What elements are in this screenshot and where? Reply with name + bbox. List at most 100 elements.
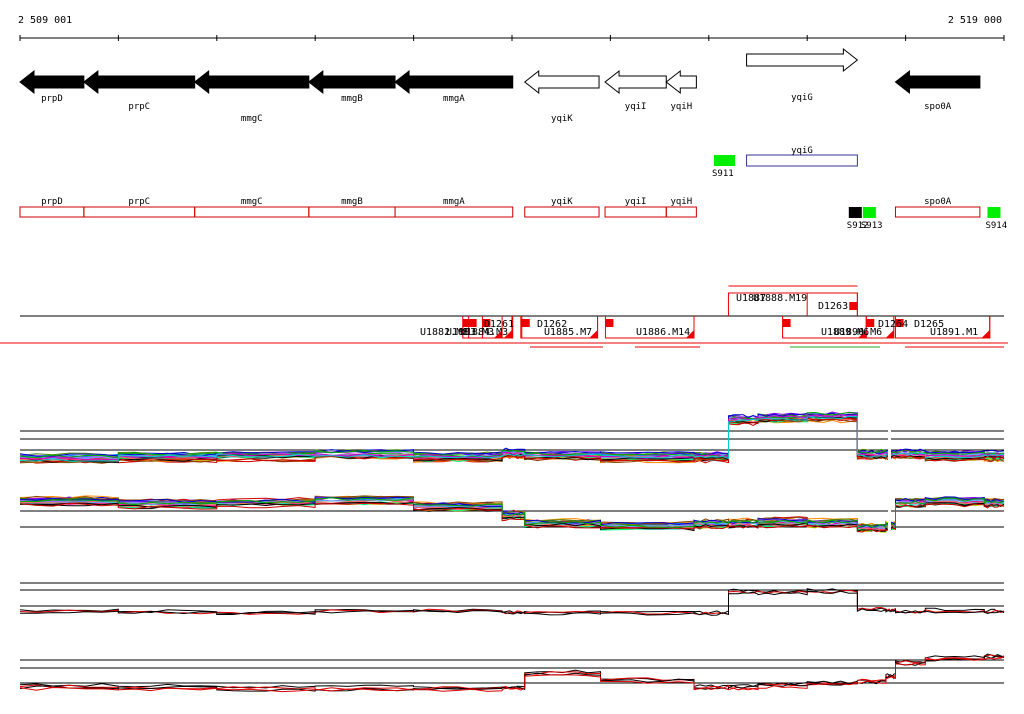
segment-label: U1890.M6: [834, 327, 882, 338]
coordinate-ruler: 2 509 001 2 519 000: [18, 15, 1005, 41]
annotation-box-mmgC: [194, 206, 310, 218]
segment-top-marker: [849, 302, 858, 310]
segment-label: U1889.M6: [821, 327, 869, 338]
highlight-gene-label: yqiG: [791, 146, 813, 156]
expression-trace: [19, 654, 1005, 691]
segment-label: D1261: [484, 319, 514, 330]
gene-arrow-yqiH: [665, 69, 697, 95]
annotation-label-mmgA: mmgA: [443, 197, 465, 207]
gene-arrow-yqiI: [604, 69, 667, 95]
gene-label-yqiI: yqiI: [625, 102, 647, 112]
segment-bottom-start-marker: [482, 319, 491, 327]
expression-panel-2: [19, 490, 1005, 533]
segment-label: D1263: [818, 301, 848, 312]
genes-track: prpD prpC mmgC mmgB mmgA yqiK yqiI yqiH yqiG spo0…: [19, 47, 981, 124]
annotation-box-mmgB: [308, 206, 396, 218]
panel-gap: [888, 490, 891, 530]
annotation-label-mmgB: mmgB: [341, 197, 363, 207]
annotation-label-yqiI: yqiI: [625, 197, 647, 207]
annotation-label-yqiK: yqiK: [551, 197, 573, 207]
segment-label: U1885.M7: [544, 327, 592, 338]
annotation-box-yqiI: [604, 206, 667, 218]
annotation-box-yqiK: [524, 206, 600, 218]
ruler-start-label: 2 509 001: [18, 15, 72, 26]
gene-label-yqiG: yqiG: [791, 93, 813, 103]
signal-label-S913: S913: [861, 221, 883, 231]
signal-marker-S913: [862, 207, 876, 218]
signal-label-S912: S912: [847, 221, 869, 231]
segment-bottom-marker: [885, 330, 894, 338]
annotation-boxes-track: prpD prpC mmgC mmgB mmgA yqiK yqiI yqiH spo0A: [19, 197, 981, 218]
segment-bottom-marker: [494, 330, 503, 338]
highlight-gene-box: [746, 154, 858, 167]
expression-trace: [19, 656, 1005, 693]
expression-trace: [19, 655, 1005, 692]
segment-bottom-start-marker: [462, 319, 471, 327]
ruler-ticks: [19, 35, 1005, 41]
expression-trace: [19, 412, 1005, 457]
expression-trace: [19, 415, 1004, 462]
segment-bottom-start-marker: [521, 319, 530, 327]
gene-arrow-mmgC: [193, 69, 310, 95]
expression-trace: [19, 589, 1005, 616]
segment-label: U1883.M3: [446, 327, 494, 338]
gene-arrow-prpD: [19, 69, 85, 95]
segment-bottom-start-marker: [782, 319, 791, 327]
expression-trace: [19, 501, 1005, 532]
gene-arrow-mmgA: [394, 69, 514, 95]
gene-label-mmgB: mmgB: [341, 94, 363, 104]
expression-trace: [19, 417, 1005, 463]
segment-bottom-start-marker: [605, 319, 614, 327]
segment-label: U1888.M19: [753, 293, 807, 304]
segment-label: U1886.M14: [636, 327, 690, 338]
panel-gap: [888, 427, 891, 462]
segment-bottom-marker: [504, 330, 513, 338]
signal-marker-S911: [714, 155, 736, 166]
segment-bottom-marker: [858, 330, 867, 338]
gene-arrow-yqiK: [523, 69, 600, 95]
segment-bottom-start-marker: [866, 319, 875, 327]
highlight-gene-track: yqiG: [746, 146, 858, 167]
gene-label-prpC: prpC: [128, 102, 150, 112]
gene-label-mmgC: mmgC: [241, 114, 263, 124]
segment-bottom-marker: [589, 330, 598, 338]
segment-label: U1882.M8: [420, 327, 468, 338]
annotation-box-prpC: [83, 206, 196, 218]
expression-panel-1: [19, 411, 1005, 464]
gene-label-yqiK: yqiK: [551, 114, 573, 124]
gene-label-prpD: prpD: [41, 94, 63, 104]
segment-label: D1265: [914, 319, 944, 330]
annotation-box-mmgA: [394, 206, 514, 218]
expression-trace: [19, 497, 1005, 529]
annotation-label-spo0A: spo0A: [924, 197, 952, 207]
segment-label: U1887: [736, 293, 766, 304]
expression-trace: [20, 590, 1005, 616]
ruler-end-label: 2 519 000: [948, 15, 1002, 26]
gene-arrow-prpC: [83, 69, 196, 95]
signal-marker-S912: [848, 207, 862, 218]
signal-label-S914: S914: [985, 221, 1007, 231]
segment-label: U1884.M3: [460, 327, 508, 338]
segment-bottom-marker: [686, 330, 695, 338]
segment-label: D1262: [537, 319, 567, 330]
expression-trace: [19, 416, 1005, 464]
annotation-box-prpD: [19, 206, 85, 218]
expression-trace: [19, 653, 1005, 690]
segment-bottom-marker: [981, 330, 990, 338]
annotation-box-spo0A: [894, 206, 981, 218]
expression-panel-4: [19, 653, 1005, 693]
expression-trace: [19, 502, 1005, 533]
segment-label: D1264: [878, 319, 908, 330]
gene-arrow-spo0A: [894, 69, 981, 95]
annotation-label-yqiH: yqiH: [670, 197, 692, 207]
expression-trace: [19, 588, 1005, 615]
gene-arrow-mmgB: [308, 69, 396, 95]
annotation-label-mmgC: mmgC: [241, 197, 263, 207]
annotation-label-prpD: prpD: [41, 197, 63, 207]
annotation-box-yqiH: [665, 206, 697, 218]
signal-marker-S914: [987, 207, 1001, 218]
gene-label-mmgA: mmgA: [443, 94, 465, 104]
segment-label: U1891.M1: [930, 327, 978, 338]
